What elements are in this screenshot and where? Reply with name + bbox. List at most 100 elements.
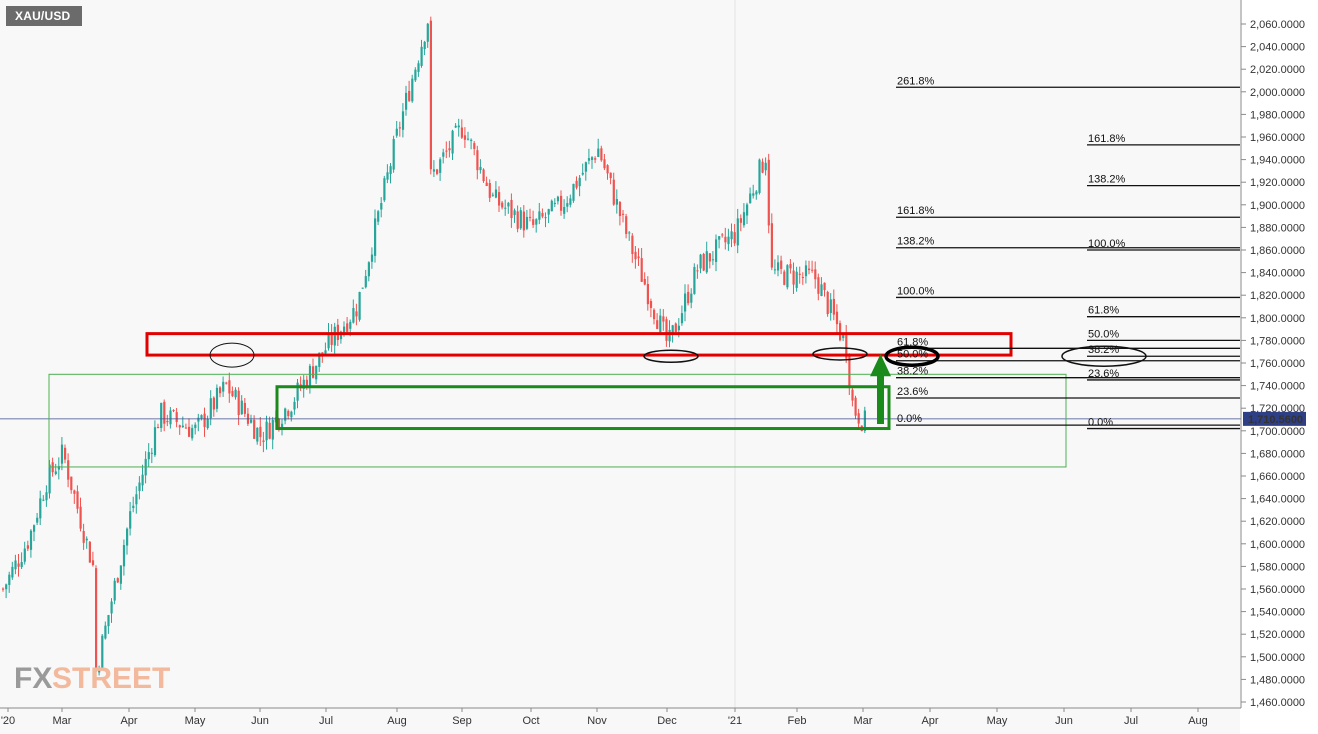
candle-body bbox=[451, 130, 454, 154]
candle-body bbox=[522, 211, 525, 231]
candle-body bbox=[550, 200, 553, 212]
y-axis[interactable]: 2,060.0000 2,040.0000 2,020.0000 2,000.0000… bbox=[1240, 0, 1306, 709]
candle-body bbox=[587, 158, 591, 161]
candle-body bbox=[609, 172, 612, 179]
candle-body bbox=[656, 320, 659, 329]
candle-body bbox=[708, 253, 711, 262]
candle-body bbox=[88, 541, 91, 563]
candle-body bbox=[355, 311, 358, 317]
candle-body bbox=[612, 179, 615, 205]
candle-body bbox=[491, 194, 494, 196]
y-tick-label: 1,700.0000 bbox=[1250, 426, 1305, 438]
candle-body bbox=[408, 90, 411, 101]
fib-levels: 261.8% 161.8% 138.2% 161.8% 138.2% 100.0% 100.… bbox=[896, 75, 1240, 430]
candle-body bbox=[374, 218, 377, 256]
candle-body bbox=[228, 380, 231, 394]
candle-body bbox=[426, 23, 429, 42]
candle-body bbox=[417, 63, 420, 72]
candle-body bbox=[302, 379, 305, 389]
red-resistance-zone bbox=[145, 332, 1013, 357]
candle-body bbox=[603, 159, 606, 169]
candle-body bbox=[687, 291, 690, 304]
candle-body bbox=[783, 271, 786, 285]
fib-label: 100.0% bbox=[1088, 238, 1126, 250]
candle-body bbox=[135, 494, 138, 505]
candle-body bbox=[157, 427, 160, 429]
candle-body bbox=[696, 270, 699, 272]
y-tick-label: 2,000.0000 bbox=[1250, 87, 1305, 99]
candle-body bbox=[333, 326, 336, 346]
candle-body bbox=[702, 253, 705, 271]
y-tick-label: 1,560.0000 bbox=[1250, 584, 1305, 596]
candle-body bbox=[761, 161, 764, 173]
candle-body bbox=[349, 321, 352, 329]
candle-body bbox=[715, 239, 718, 262]
fib-label: 161.8% bbox=[1088, 133, 1126, 145]
candle-body bbox=[454, 125, 457, 128]
candle-body bbox=[29, 530, 33, 550]
candle-body bbox=[829, 299, 832, 314]
fib-label: 61.8% bbox=[897, 336, 928, 348]
candle-body bbox=[640, 258, 643, 282]
candle-body bbox=[281, 423, 284, 430]
fib-label: 0.0% bbox=[1088, 417, 1113, 429]
candle-body bbox=[556, 196, 560, 202]
y-tick-label: 1,640.0000 bbox=[1250, 494, 1305, 506]
plot-background bbox=[0, 0, 1240, 734]
candle-body bbox=[460, 127, 463, 138]
candle-body bbox=[808, 268, 811, 271]
candle-body bbox=[786, 265, 789, 288]
x-tick-label: Dec bbox=[657, 715, 677, 727]
candle-body bbox=[423, 41, 426, 50]
candle-body bbox=[383, 178, 386, 201]
candle-body bbox=[367, 262, 370, 277]
candle-body bbox=[439, 159, 442, 173]
candle-body bbox=[482, 169, 485, 182]
candle-body bbox=[684, 293, 687, 312]
candle-body bbox=[107, 615, 110, 627]
candle-body bbox=[848, 356, 851, 388]
candle-body bbox=[653, 309, 656, 320]
candle-body bbox=[129, 511, 132, 529]
candle-body bbox=[513, 210, 516, 216]
x-tick-label: May bbox=[185, 715, 206, 727]
candle-body bbox=[401, 111, 405, 130]
candle-body bbox=[138, 482, 141, 491]
candle-body bbox=[240, 400, 243, 415]
x-tick-label: Aug bbox=[387, 715, 407, 727]
candle-body bbox=[674, 323, 677, 333]
x-axis[interactable]: '20 Mar Apr May Jun Jul Aug Sep Oct Nov Dec '21 Feb M… bbox=[0, 707, 1241, 727]
candle-body bbox=[863, 410, 866, 431]
candle-body bbox=[718, 236, 721, 240]
candle-body bbox=[473, 143, 476, 149]
candle-body bbox=[389, 166, 392, 175]
candle-body bbox=[730, 231, 733, 240]
candle-body bbox=[680, 313, 684, 324]
x-tick-label: Jul bbox=[319, 715, 333, 727]
y-tick-label: 2,060.0000 bbox=[1250, 19, 1305, 31]
candle-body bbox=[95, 568, 98, 672]
candle-body bbox=[70, 476, 73, 491]
candle-body bbox=[250, 419, 253, 423]
candle-body bbox=[26, 545, 29, 549]
candle-body bbox=[746, 204, 749, 216]
candle-body bbox=[442, 152, 445, 157]
candle-body bbox=[377, 211, 380, 222]
current-price-label: 1,710.5600 bbox=[1248, 414, 1303, 426]
candle-body bbox=[175, 412, 178, 423]
candle-body bbox=[181, 425, 184, 427]
candle-body bbox=[287, 410, 290, 417]
candle-body bbox=[637, 256, 640, 259]
candle-body bbox=[215, 387, 219, 409]
candle-body bbox=[572, 183, 575, 201]
y-tick-label: 2,040.0000 bbox=[1250, 42, 1305, 54]
candle-body bbox=[420, 46, 423, 66]
x-tick-label: May bbox=[987, 715, 1008, 727]
y-tick-label: 1,860.0000 bbox=[1250, 245, 1305, 257]
candle-body bbox=[296, 382, 299, 401]
y-tick-label: 1,800.0000 bbox=[1250, 313, 1305, 325]
candle-body bbox=[110, 601, 113, 614]
y-tick-label: 1,660.0000 bbox=[1250, 471, 1305, 483]
candle-body bbox=[733, 232, 736, 244]
